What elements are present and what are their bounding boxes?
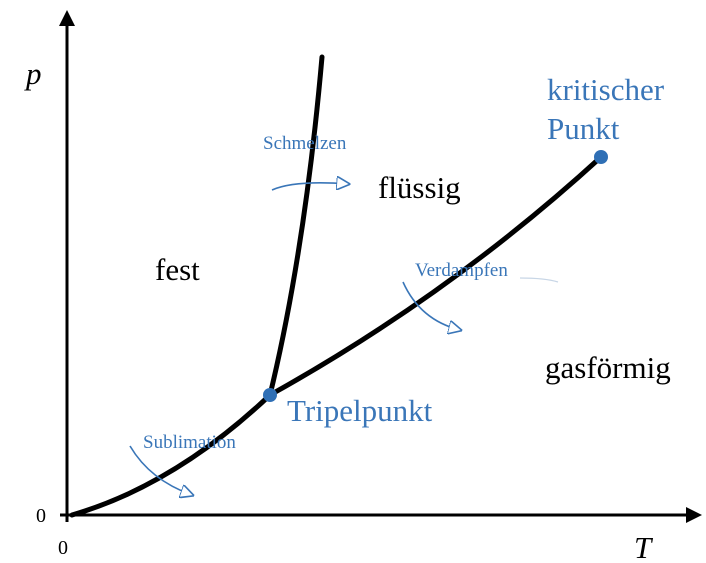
sublimation-arrow [129,445,192,495]
critical-point-label: kritischer [547,72,665,107]
region-solid: fest [155,252,200,287]
region-gas: gasförmig [545,350,671,385]
triple-point [263,388,277,402]
vaporization-label: Verdampfen [415,260,508,281]
triple-point-label: Tripelpunkt [287,393,433,428]
region-liquid: flüssig [378,170,461,205]
x-origin-label: 0 [58,537,68,559]
vaporization-curve [267,154,604,398]
sublimation-curve [69,392,273,518]
y-axis-label: p [24,56,42,91]
critical-point-label: Punkt [547,111,620,146]
melting-curve [267,54,325,398]
y-origin-label: 0 [36,505,46,527]
x-axis-label: T [634,530,654,563]
critical-point [594,150,608,164]
vaporization-arrow [402,281,460,330]
melting-arrow [271,183,348,190]
sublimation-label: Sublimation [143,432,236,453]
vaporization-leader [519,277,559,283]
melting-label: Schmelzen [263,133,347,154]
